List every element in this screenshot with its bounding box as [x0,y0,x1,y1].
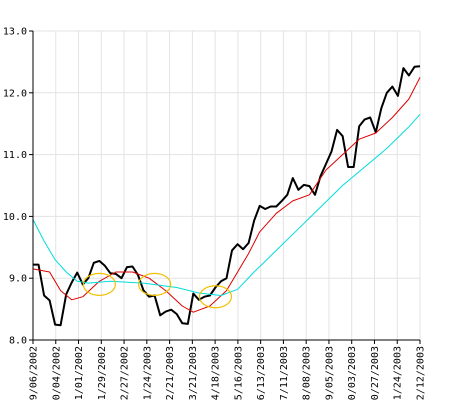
x-tick-label: 05/16/2003 [233,346,244,400]
y-tick-label: 9.0 [9,274,27,285]
y-tick-label: 12.0 [3,88,27,99]
short-average-line [32,77,421,313]
highlight-circles [82,272,233,309]
long-average-line [32,114,421,296]
y-tick-label: 11.0 [3,150,27,161]
x-tick-label: 06/13/2003 [256,346,267,400]
x-tick-label: 10/04/2002 [51,346,62,400]
highlight-ellipse [82,272,116,296]
axes: 8.0 9.0 10.0 11.0 12.0 13.0 09/06/2002 10/04/20… [3,27,427,400]
x-tick-label: 02/21/2003 [165,346,176,400]
x-tick-label: 11/01/2002 [74,346,85,400]
highlight-ellipse [138,272,172,296]
x-tick-label: 12/12/2003 [416,346,427,400]
y-tick-label: 13.0 [3,27,27,38]
y-tick-label: 10.0 [3,212,27,223]
highlight-ellipse [198,285,233,309]
x-tick-label: 10/03/2003 [347,346,358,400]
x-tick-label: 08/08/2003 [302,346,313,400]
x-tick-label: 11/24/2003 [393,346,404,400]
x-tick-label: 03/21/2003 [188,346,199,400]
price-line [33,65,421,327]
x-tick-label: 09/05/2003 [324,346,335,400]
series-lines [32,65,421,327]
x-tick-label: 04/18/2003 [211,346,222,400]
gridlines [32,30,421,341]
x-tick-label: 10/27/2003 [370,346,381,400]
x-tick-label: 12/27/2002 [120,346,131,400]
x-tick-label: 11/29/2002 [97,346,108,400]
x-tick-label: 07/11/2003 [279,346,290,400]
x-tick-label: 09/06/2002 [29,346,40,400]
y-tick-label: 8.0 [9,336,27,347]
x-tick-label: 01/24/2003 [142,346,153,400]
